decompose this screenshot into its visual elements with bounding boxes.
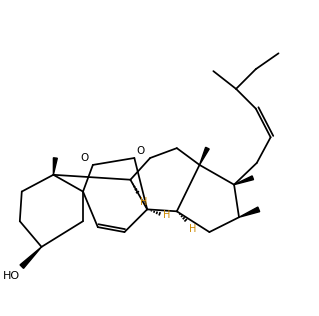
Text: HO: HO xyxy=(3,270,20,281)
Text: O: O xyxy=(136,146,145,156)
Text: H: H xyxy=(140,198,148,208)
Polygon shape xyxy=(199,147,209,165)
Text: O: O xyxy=(81,153,89,163)
Text: H: H xyxy=(163,210,170,220)
Text: H: H xyxy=(189,224,196,234)
Polygon shape xyxy=(53,158,57,175)
Polygon shape xyxy=(234,176,254,185)
Polygon shape xyxy=(20,247,41,268)
Polygon shape xyxy=(239,207,260,217)
